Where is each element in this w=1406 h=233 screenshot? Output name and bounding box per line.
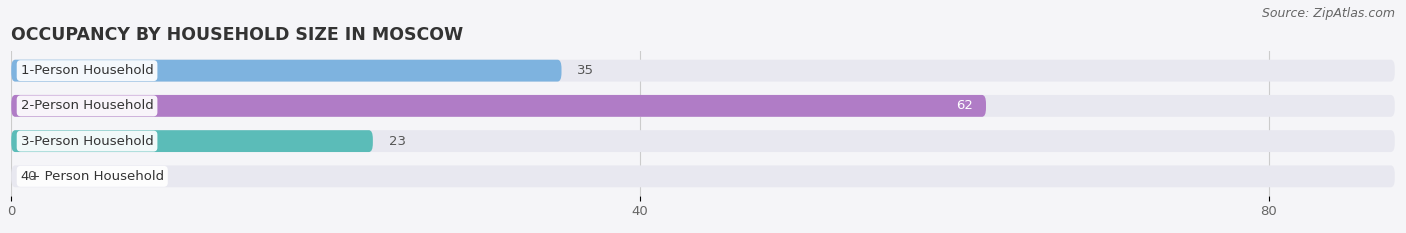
Text: 2-Person Household: 2-Person Household (21, 99, 153, 112)
Text: 23: 23 (388, 135, 405, 148)
Text: Source: ZipAtlas.com: Source: ZipAtlas.com (1261, 7, 1395, 20)
FancyBboxPatch shape (11, 95, 986, 117)
Text: 1-Person Household: 1-Person Household (21, 64, 153, 77)
Text: OCCUPANCY BY HOUSEHOLD SIZE IN MOSCOW: OCCUPANCY BY HOUSEHOLD SIZE IN MOSCOW (11, 26, 464, 44)
FancyBboxPatch shape (11, 130, 1395, 152)
Text: 62: 62 (956, 99, 973, 112)
Text: 0: 0 (27, 170, 35, 183)
FancyBboxPatch shape (11, 60, 1395, 82)
FancyBboxPatch shape (11, 95, 1395, 117)
FancyBboxPatch shape (11, 60, 561, 82)
FancyBboxPatch shape (11, 165, 1395, 187)
Text: 3-Person Household: 3-Person Household (21, 135, 153, 148)
Text: 35: 35 (578, 64, 595, 77)
Text: 4+ Person Household: 4+ Person Household (21, 170, 165, 183)
FancyBboxPatch shape (11, 130, 373, 152)
